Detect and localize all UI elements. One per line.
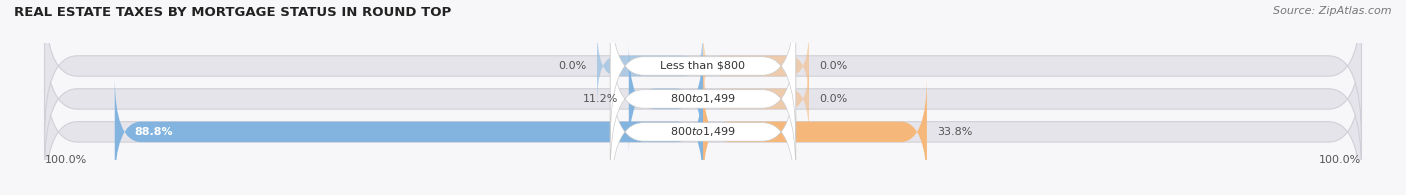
- Text: Less than $800: Less than $800: [661, 61, 745, 71]
- Text: 100.0%: 100.0%: [1319, 155, 1361, 165]
- FancyBboxPatch shape: [703, 60, 808, 138]
- Text: 11.2%: 11.2%: [583, 94, 619, 104]
- FancyBboxPatch shape: [45, 0, 1361, 138]
- Text: 100.0%: 100.0%: [45, 155, 87, 165]
- Text: $800 to $1,499: $800 to $1,499: [671, 125, 735, 138]
- Text: $800 to $1,499: $800 to $1,499: [671, 92, 735, 105]
- FancyBboxPatch shape: [610, 59, 796, 195]
- FancyBboxPatch shape: [45, 60, 1361, 195]
- Text: 0.0%: 0.0%: [820, 94, 848, 104]
- Text: 0.0%: 0.0%: [558, 61, 586, 71]
- Text: 88.8%: 88.8%: [135, 127, 173, 137]
- Text: REAL ESTATE TAXES BY MORTGAGE STATUS IN ROUND TOP: REAL ESTATE TAXES BY MORTGAGE STATUS IN …: [14, 6, 451, 19]
- Text: 33.8%: 33.8%: [938, 127, 973, 137]
- FancyBboxPatch shape: [703, 76, 927, 188]
- Text: Source: ZipAtlas.com: Source: ZipAtlas.com: [1274, 6, 1392, 16]
- FancyBboxPatch shape: [703, 27, 808, 105]
- FancyBboxPatch shape: [610, 0, 796, 139]
- Text: 0.0%: 0.0%: [820, 61, 848, 71]
- FancyBboxPatch shape: [628, 43, 703, 155]
- FancyBboxPatch shape: [45, 27, 1361, 171]
- FancyBboxPatch shape: [598, 27, 703, 105]
- FancyBboxPatch shape: [610, 26, 796, 172]
- FancyBboxPatch shape: [115, 76, 703, 188]
